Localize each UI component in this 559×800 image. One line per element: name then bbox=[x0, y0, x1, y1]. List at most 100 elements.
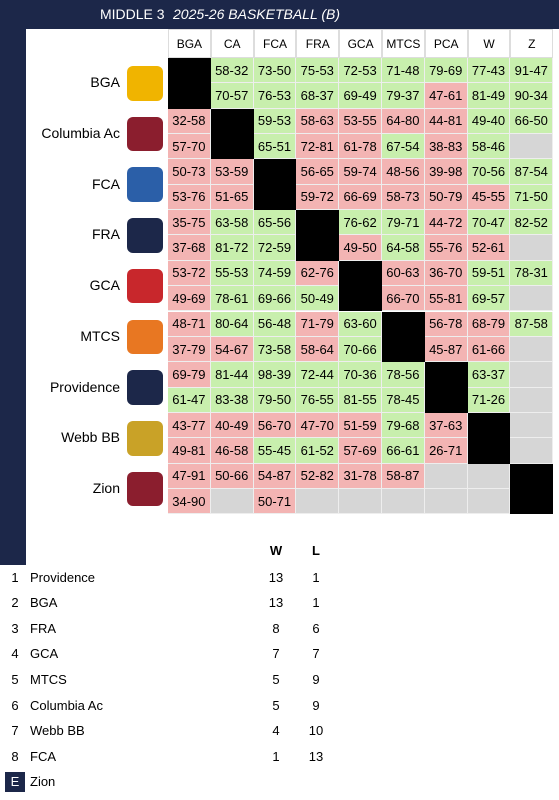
game-score: 46-58 bbox=[210, 438, 254, 464]
game-score: 39-98 bbox=[424, 159, 468, 185]
game-score: 58-63 bbox=[296, 108, 340, 135]
game-score: 45-55 bbox=[467, 184, 511, 211]
team-name: Zion bbox=[92, 479, 120, 496]
column-header: MTCS bbox=[382, 29, 425, 58]
losses: 7 bbox=[312, 646, 320, 662]
game-score: 55-81 bbox=[424, 286, 468, 312]
team-name: GCA bbox=[89, 277, 120, 294]
empty-game bbox=[510, 362, 554, 388]
game-score: 59-51 bbox=[467, 260, 511, 287]
team-name: Webb BB bbox=[61, 429, 120, 446]
game-score: 71-26 bbox=[467, 387, 511, 413]
game-score: 40-49 bbox=[210, 412, 254, 439]
game-score: 77-43 bbox=[467, 58, 511, 84]
game-score: 49-69 bbox=[168, 286, 211, 312]
game-score: 67-54 bbox=[382, 134, 425, 160]
team-logo bbox=[127, 471, 163, 507]
game-score: 70-66 bbox=[339, 336, 382, 363]
game-score: 32-58 bbox=[168, 108, 211, 135]
game-score: 38-83 bbox=[424, 134, 468, 160]
empty-game bbox=[510, 412, 554, 439]
losses: 10 bbox=[308, 723, 324, 739]
rank: 7 bbox=[11, 723, 19, 739]
game-score: 58-46 bbox=[467, 134, 511, 160]
game-score: 56-65 bbox=[296, 159, 340, 185]
empty-game bbox=[510, 387, 554, 413]
game-score: 74-59 bbox=[253, 260, 297, 287]
column-header: BGA bbox=[168, 29, 211, 58]
game-score: 63-60 bbox=[339, 311, 382, 337]
game-score: 48-71 bbox=[168, 311, 211, 337]
game-score: 66-50 bbox=[510, 108, 554, 135]
game-score: 68-37 bbox=[296, 83, 340, 109]
game-score: 87-54 bbox=[510, 159, 554, 185]
empty-game bbox=[467, 463, 511, 489]
game-score: 68-79 bbox=[467, 311, 511, 337]
team-name: BGA bbox=[90, 74, 120, 91]
game-score: 75-53 bbox=[296, 58, 340, 84]
game-score: 81-55 bbox=[339, 387, 382, 413]
game-score: 57-70 bbox=[168, 134, 211, 160]
team-logo bbox=[127, 116, 163, 152]
game-score: 44-72 bbox=[424, 210, 468, 236]
game-score: 90-34 bbox=[510, 83, 554, 109]
game-score: 58-73 bbox=[382, 184, 425, 211]
game-score: 51-59 bbox=[339, 412, 382, 439]
empty-game bbox=[510, 235, 554, 261]
game-score: 54-87 bbox=[253, 463, 297, 489]
game-score: 59-53 bbox=[253, 108, 297, 135]
game-score: 56-48 bbox=[253, 311, 297, 337]
game-score: 49-81 bbox=[168, 438, 211, 464]
losses: 1 bbox=[312, 595, 320, 611]
game-score: 70-36 bbox=[339, 362, 382, 388]
game-score: 81-72 bbox=[210, 235, 254, 261]
team-name: FRA bbox=[92, 226, 120, 243]
standings-header: L bbox=[312, 543, 320, 558]
wins: 5 bbox=[272, 672, 280, 687]
game-score: 52-61 bbox=[467, 235, 511, 261]
empty-game bbox=[210, 488, 254, 515]
game-score: 81-44 bbox=[210, 362, 254, 388]
game-score: 79-68 bbox=[382, 412, 425, 439]
game-score: 57-69 bbox=[339, 438, 382, 464]
game-score: 43-77 bbox=[168, 412, 211, 439]
game-score: 78-45 bbox=[382, 387, 425, 413]
wins: 4 bbox=[272, 723, 280, 739]
game-score: 58-32 bbox=[210, 58, 254, 84]
wins: 5 bbox=[272, 697, 280, 713]
team-logo bbox=[127, 319, 163, 355]
empty-game bbox=[424, 463, 468, 489]
empty-game bbox=[424, 488, 468, 515]
empty-game bbox=[510, 336, 554, 363]
self-cell bbox=[210, 108, 254, 160]
game-score: 55-53 bbox=[210, 260, 254, 287]
game-score: 47-70 bbox=[296, 412, 340, 439]
game-score: 70-57 bbox=[210, 83, 254, 109]
game-score: 70-56 bbox=[467, 159, 511, 185]
rank: 8 bbox=[11, 748, 19, 764]
game-score: 76-53 bbox=[253, 83, 297, 109]
game-score: 69-66 bbox=[253, 286, 297, 312]
game-score: 50-79 bbox=[424, 184, 468, 211]
game-score: 37-63 bbox=[424, 412, 468, 439]
game-score: 79-37 bbox=[382, 83, 425, 109]
game-score: 52-82 bbox=[296, 463, 340, 489]
team: MTCS bbox=[30, 672, 67, 687]
losses: 6 bbox=[312, 620, 320, 636]
game-score: 49-50 bbox=[339, 235, 382, 261]
game-score: 58-87 bbox=[382, 463, 425, 489]
division: MIDDLE 3 bbox=[100, 6, 165, 22]
game-score: 72-59 bbox=[253, 235, 297, 261]
game-score: 66-61 bbox=[382, 438, 425, 464]
rank: 4 bbox=[11, 646, 19, 662]
game-score: 50-73 bbox=[168, 159, 211, 185]
game-score: 53-72 bbox=[168, 260, 211, 287]
game-score: 49-40 bbox=[467, 108, 511, 135]
wins: 13 bbox=[268, 569, 284, 585]
game-score: 91-47 bbox=[510, 58, 554, 84]
sidebar bbox=[0, 0, 26, 565]
game-score: 83-38 bbox=[210, 387, 254, 413]
game-score: 50-49 bbox=[296, 286, 340, 312]
game-score: 69-49 bbox=[339, 83, 382, 109]
